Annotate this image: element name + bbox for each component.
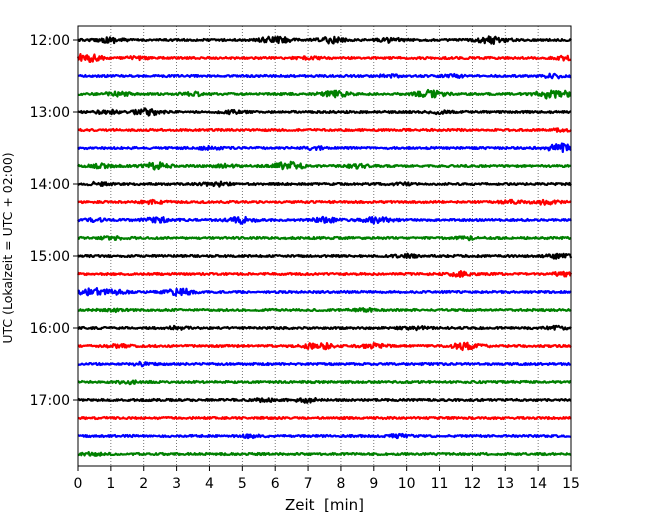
x-tick-label-5: 5 <box>238 476 247 492</box>
x-tick-label-15: 15 <box>562 476 580 492</box>
x-axis-label: Zeit [min] <box>285 496 364 514</box>
x-tick-label-1: 1 <box>106 476 115 492</box>
trace-row-1530 <box>77 287 572 297</box>
x-tick-label-9: 9 <box>369 476 378 492</box>
trace-row-1415 <box>77 198 572 206</box>
trace-row-1630 <box>77 360 572 368</box>
trace-row-1615 <box>77 341 572 352</box>
trace-row-1400 <box>77 180 572 188</box>
trace-row-1215 <box>76 53 572 64</box>
trace-row-1700 <box>77 396 572 404</box>
y-axis-ticks: 12:00 13:00 14:00 15:00 16:00 17:00 <box>30 33 78 409</box>
trace-row-1315 <box>77 127 572 133</box>
x-tick-label-8: 8 <box>336 476 345 492</box>
trace-row-1515 <box>76 270 573 278</box>
trace-row-1200 <box>77 35 572 45</box>
trace-row-1445 <box>77 235 572 242</box>
x-tick-label-12: 12 <box>463 476 481 492</box>
trace-row-1500 <box>77 252 573 260</box>
trace-row-1345 <box>77 160 572 171</box>
x-tick-label-10: 10 <box>398 476 416 492</box>
trace-row-1600 <box>77 324 572 332</box>
x-tick-label-0: 0 <box>74 476 83 492</box>
trace-row-1645 <box>77 379 572 386</box>
x-tick-label-7: 7 <box>304 476 313 492</box>
y-tick-label-1700: 17:00 <box>30 393 70 409</box>
trace-row-1430 <box>77 215 572 225</box>
vertical-gridlines <box>110 26 539 466</box>
y-axis-label: UTC (Lokalzeit = UTC + 02:00) <box>0 152 15 343</box>
trace-row-1245 <box>77 88 572 100</box>
trace-row-1545 <box>77 307 572 314</box>
y-tick-label-1500: 15:00 <box>30 249 70 265</box>
trace-row-1330 <box>77 142 572 154</box>
trace-row-1745 <box>77 451 572 457</box>
x-tick-label-6: 6 <box>271 476 280 492</box>
trace-row-1715 <box>77 415 572 421</box>
trace-rows <box>76 35 573 457</box>
x-axis-ticks: 0 1 2 3 4 5 6 7 8 9 10 11 12 13 14 15 <box>74 466 580 492</box>
y-tick-label-1200: 12:00 <box>30 33 70 49</box>
y-tick-label-1400: 14:00 <box>30 177 70 193</box>
y-tick-label-1600: 16:00 <box>30 321 70 337</box>
x-tick-label-14: 14 <box>529 476 547 492</box>
y-tick-label-1300: 13:00 <box>30 105 70 121</box>
x-tick-label-3: 3 <box>172 476 181 492</box>
trace-row-1730 <box>77 432 572 440</box>
x-tick-label-2: 2 <box>139 476 148 492</box>
x-tick-label-11: 11 <box>431 476 449 492</box>
trace-row-1300 <box>77 107 572 117</box>
plot-frame <box>77 25 572 467</box>
x-tick-label-4: 4 <box>205 476 214 492</box>
trace-row-1230 <box>77 72 572 80</box>
x-tick-label-13: 13 <box>496 476 514 492</box>
